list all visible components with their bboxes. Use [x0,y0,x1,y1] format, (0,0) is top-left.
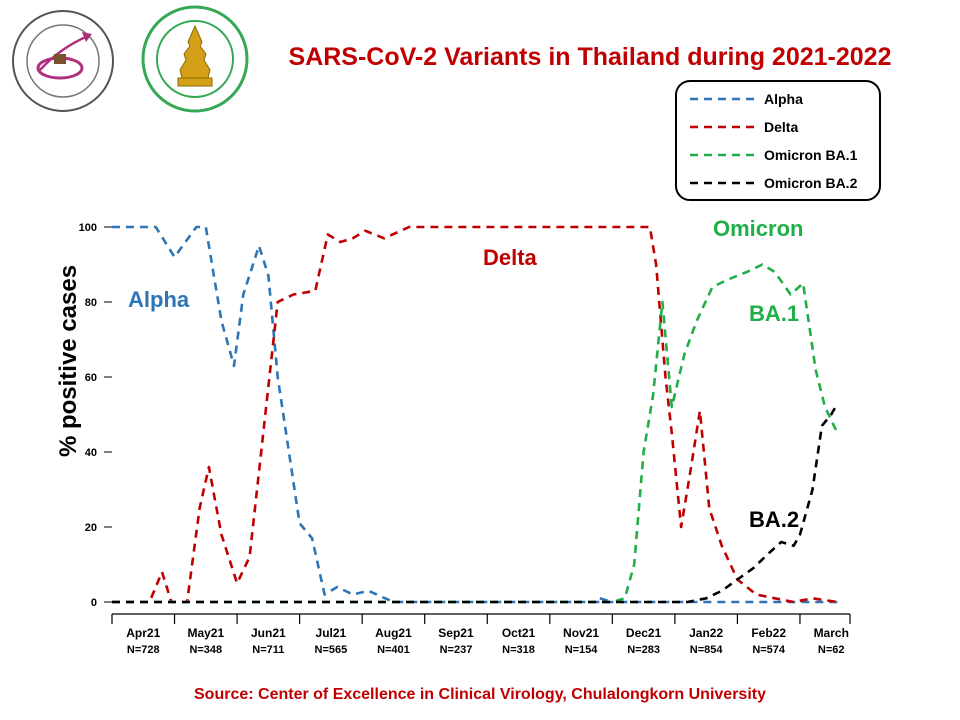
y-tick-label: 40 [85,447,97,459]
x-tick-label: Oct21 [502,626,536,640]
x-tick-n-label: N=348 [189,644,222,656]
x-tick-n-label: N=318 [502,644,535,656]
legend-label: Omicron BA.1 [764,147,858,163]
x-tick-label: Jan22 [689,626,723,640]
x-tick-label: Sep21 [438,626,474,640]
legend-label: Delta [764,119,798,135]
series-line-omicron-ba-1 [112,263,839,604]
legend-items: Alpha Delta Omicron BA.1 Omicron BA.2 [690,91,858,191]
y-tick-label: 80 [85,297,97,309]
x-tick-label: Dec21 [626,626,662,640]
x-tick-label: March [814,626,849,640]
y-tick-label: 100 [79,222,97,234]
x-tick-label: Nov21 [563,626,599,640]
medicine-faculty-logo-graphic [141,5,249,113]
legend: Alpha Delta Omicron BA.1 Omicron BA.2 [675,80,881,201]
x-tick-label: Feb22 [751,626,786,640]
x-tick-label: Apr21 [126,626,160,640]
legend-frame [675,80,881,201]
y-axis-label: % positive cases [55,265,82,457]
virology-center-logo [10,8,116,114]
x-tick-n-label: N=854 [690,644,724,656]
x-tick-label: Aug21 [375,626,412,640]
series-line-delta [112,225,838,604]
annotation-omicron: Omicron [713,216,803,241]
annotation-ba-2: BA.2 [749,507,799,532]
x-tick-n-label: N=574 [752,644,786,656]
annotations: Alpha Delta Omicron BA.1 BA.2 [128,216,803,532]
series-line-omicron-ba-2 [112,402,839,604]
series-line-alpha [112,225,838,604]
x-tick-n-label: N=237 [440,644,473,656]
x-tick-n-label: N=283 [627,644,660,656]
x-tick-label: May21 [187,626,224,640]
x-tick-n-label: N=154 [565,644,599,656]
y-tick-label: 0 [91,597,97,609]
x-tick-n-label: N=401 [377,644,410,656]
annotation-ba-1: BA.1 [749,301,799,326]
series-group [112,225,839,604]
series-line-segment [599,597,613,604]
annotation-alpha: Alpha [128,287,190,312]
annotation-delta: Delta [483,245,538,270]
x-tick-n-label: N=62 [818,644,845,656]
legend-label: Alpha [764,91,803,107]
legend-label: Omicron BA.2 [764,175,858,191]
x-tick-n-label: N=728 [127,644,160,656]
x-tick-label: Jul21 [316,626,347,640]
x-tick-label: Jun21 [251,626,286,640]
y-tick-label: 60 [85,372,97,384]
medicine-faculty-logo [136,4,254,114]
x-tick-n-label: N=711 [252,644,284,656]
x-tick-n-label: N=565 [315,644,348,656]
source-note: Source: Center of Excellence in Clinical… [194,686,766,703]
virology-center-logo-graphic [12,10,114,112]
y-tick-label: 20 [85,522,97,534]
axes: 0 20 40 60 80 100 Apr21 N=728 May21 N=348 Jun21 N=7… [79,222,851,656]
chart-title: SARS-CoV-2 Variants in Thailand during 2… [289,43,892,71]
